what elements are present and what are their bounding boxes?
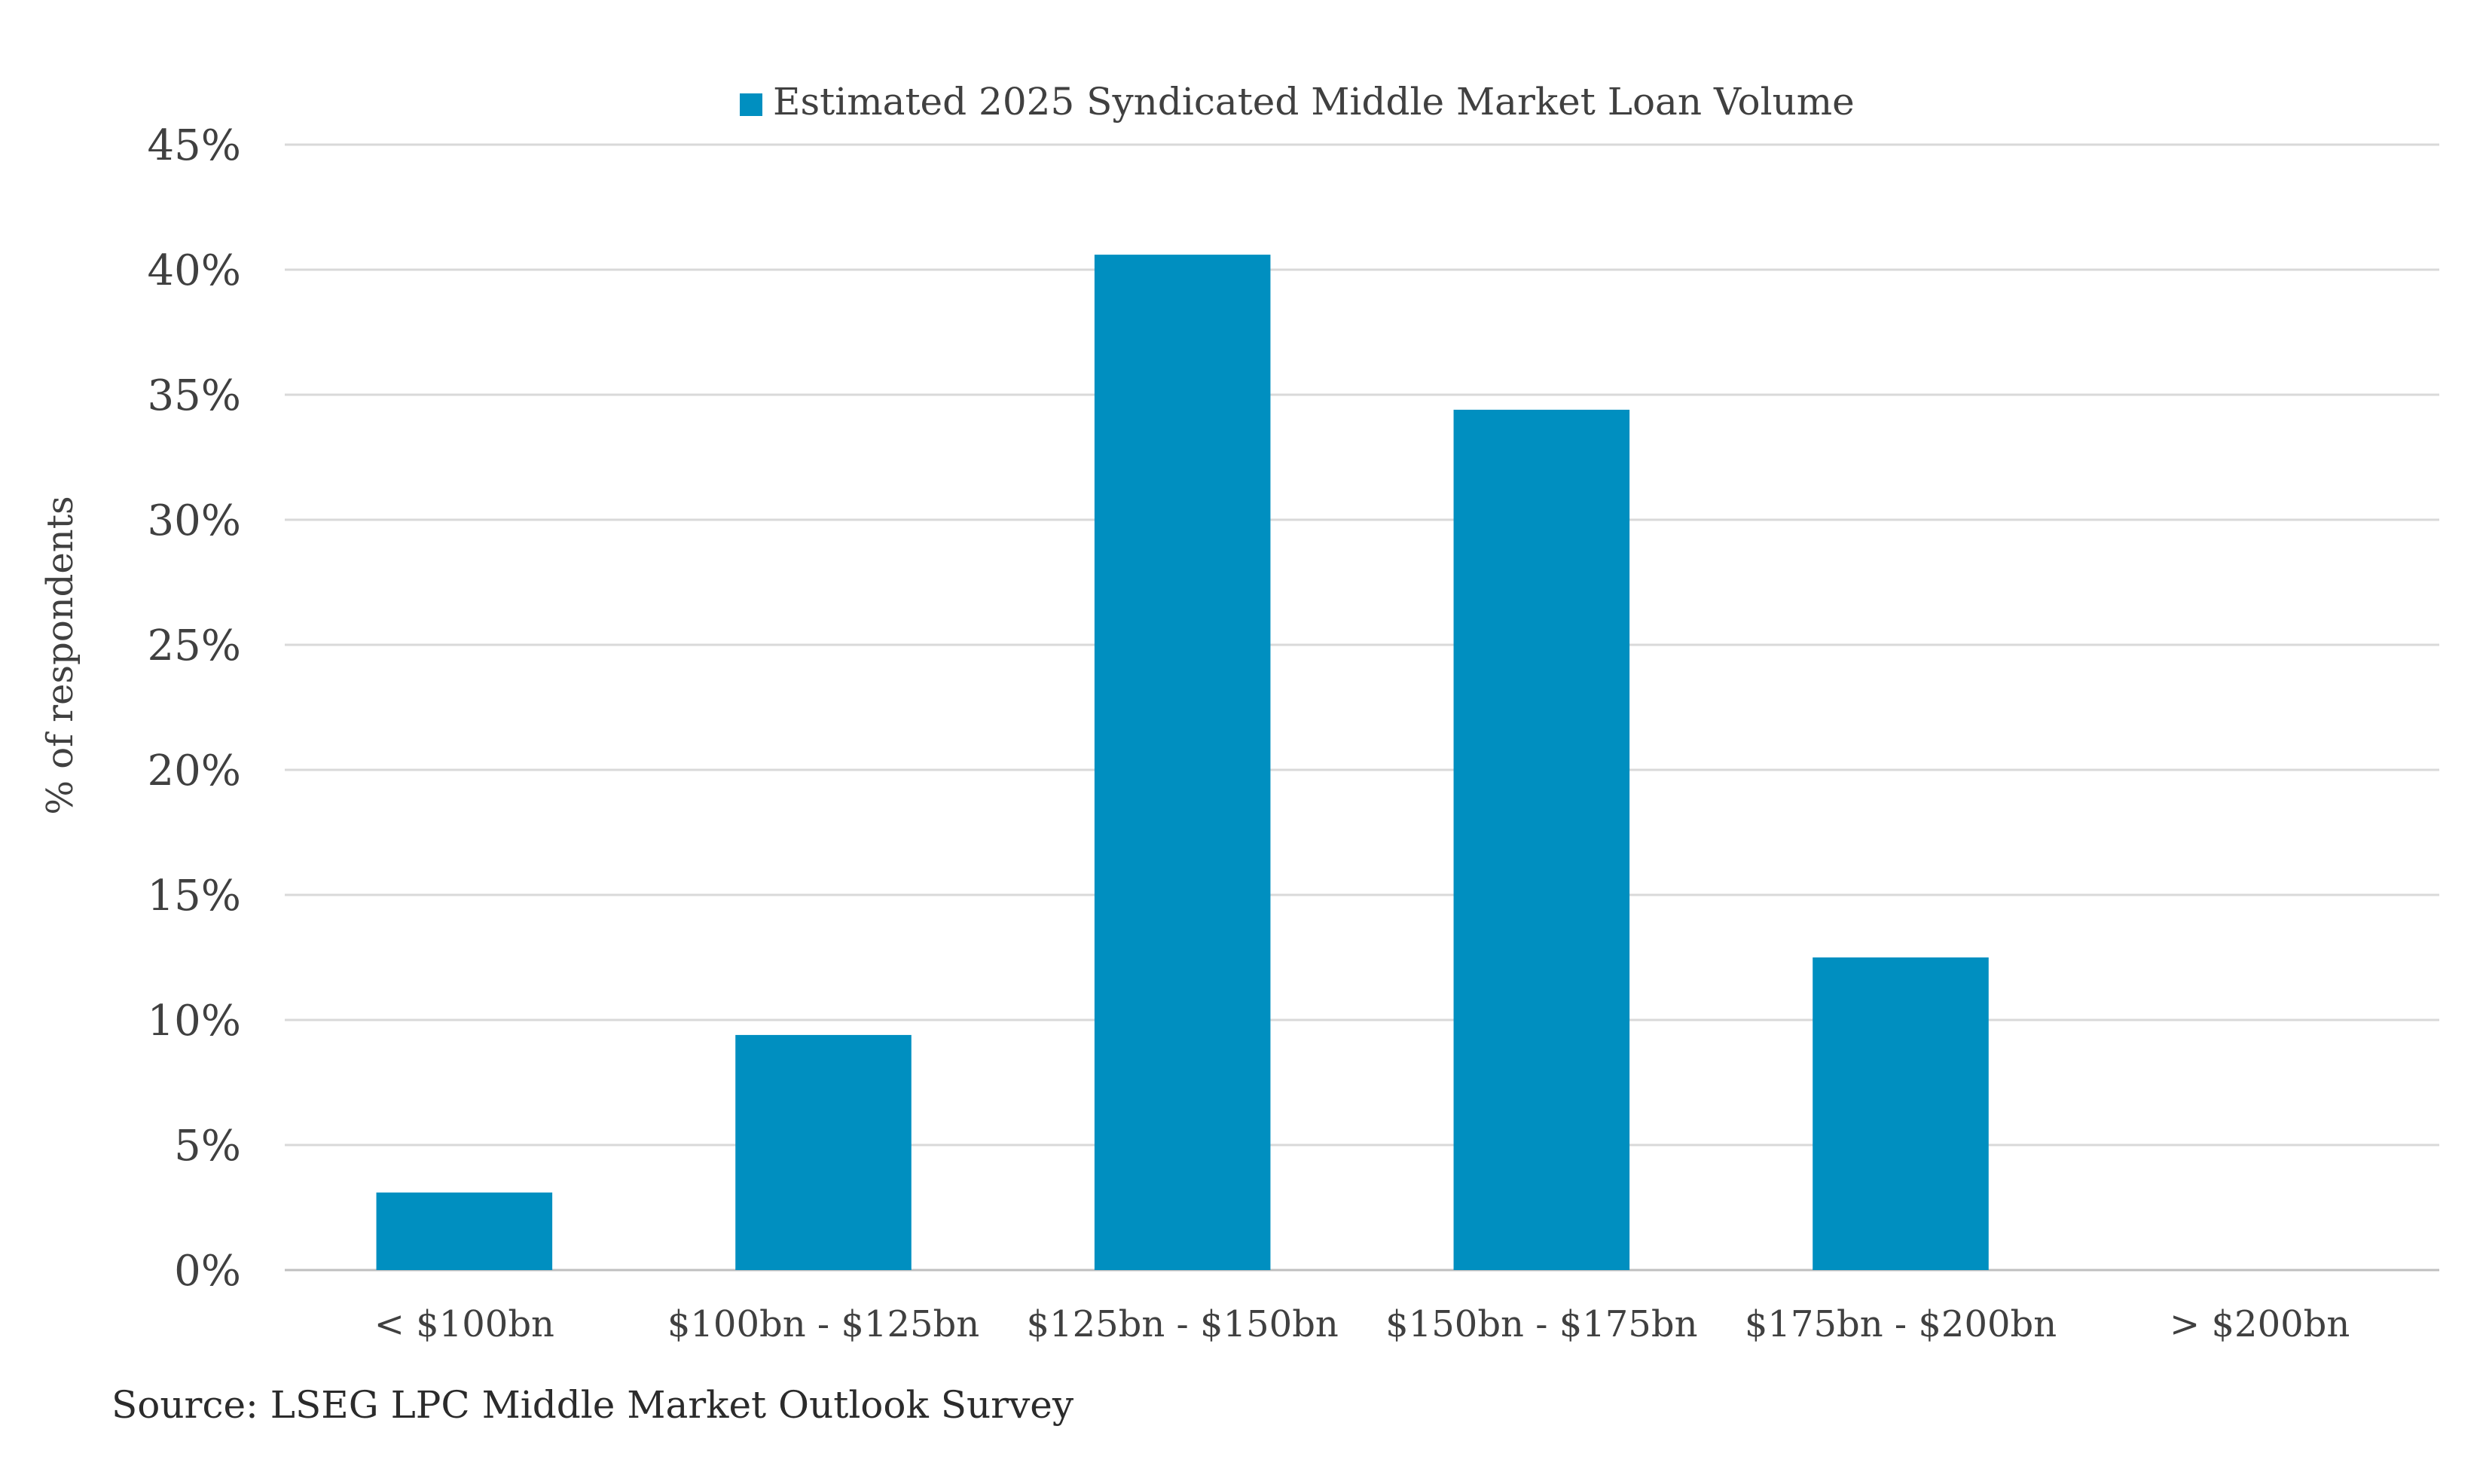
bars — [376, 255, 1989, 1271]
x-tick-label: $100bn - $125bn — [667, 1303, 979, 1345]
y-tick-label: 15% — [148, 872, 241, 921]
bar — [735, 1034, 912, 1270]
legend-label: Estimated 2025 Syndicated Middle Market … — [773, 80, 1855, 124]
y-tick-label: 35% — [148, 371, 241, 420]
bar — [1813, 957, 1989, 1270]
x-tick-label: $125bn - $150bn — [1027, 1303, 1339, 1345]
y-tick-label: 45% — [148, 121, 241, 170]
y-tick-label: 25% — [148, 621, 241, 670]
y-tick-label: 20% — [148, 747, 241, 795]
y-tick-labels: 0% 5% 10% 15% 20% 25% 30% 35% 40% 45% — [148, 121, 241, 1296]
y-tick-label: 10% — [148, 997, 241, 1046]
legend-swatch — [740, 93, 762, 116]
y-tick-label: 30% — [148, 496, 241, 545]
bar — [1094, 255, 1271, 1271]
x-tick-labels: < $100bn $100bn - $125bn $125bn - $150bn $1… — [374, 1303, 2350, 1345]
x-tick-label: > $200bn — [2170, 1303, 2350, 1345]
chart-legend: Estimated 2025 Syndicated Middle Market … — [740, 80, 1855, 124]
y-tick-label: 0% — [174, 1247, 241, 1296]
bar — [376, 1192, 553, 1270]
x-tick-label: $175bn - $200bn — [1745, 1303, 2057, 1345]
y-tick-label: 40% — [148, 246, 241, 295]
x-tick-label: < $100bn — [374, 1303, 554, 1345]
x-tick-label: $150bn - $175bn — [1385, 1303, 1697, 1345]
y-tick-label: 5% — [174, 1122, 241, 1171]
source-note: Source: LSEG LPC Middle Market Outlook S… — [111, 1383, 1074, 1427]
bar — [1453, 409, 1630, 1271]
grid-lines — [285, 143, 2439, 1272]
y-axis-label: % of respondents — [39, 496, 81, 814]
